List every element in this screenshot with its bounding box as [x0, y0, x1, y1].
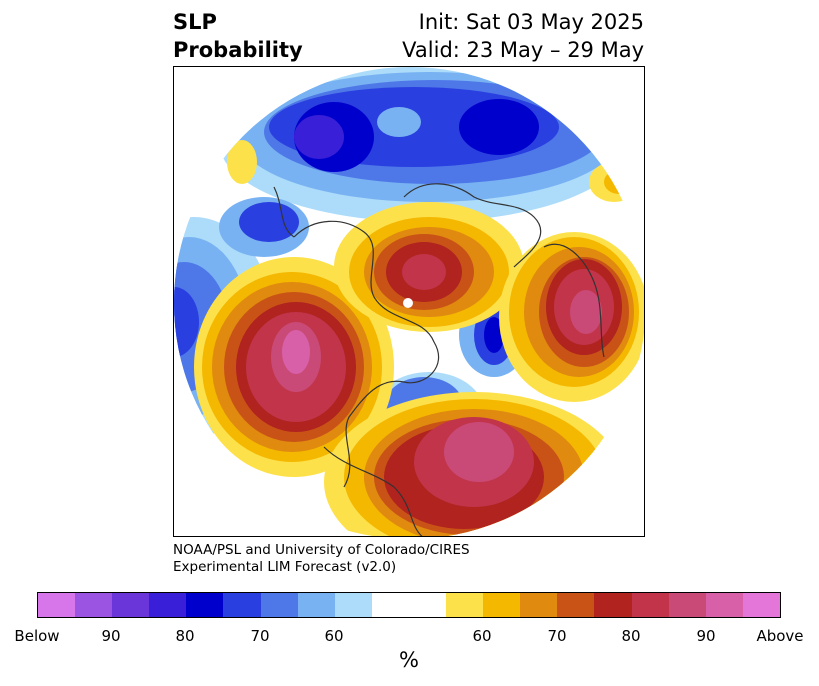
colorbar-segment — [557, 593, 595, 617]
colorbar-tick-label: 70 — [547, 627, 567, 645]
colorbar-segment — [223, 593, 261, 617]
colorbar-segment — [149, 593, 187, 617]
colorbar-unit: % — [399, 648, 419, 672]
colorbar-segment — [408, 593, 447, 617]
colorbar-tick-label: 80 — [175, 627, 195, 645]
colorbar-segment — [631, 593, 669, 617]
map-canvas — [174, 67, 644, 536]
colorbar-segment — [668, 593, 706, 617]
colorbar-tick-label: 60 — [324, 627, 344, 645]
colorbar-tick-label: 90 — [101, 627, 121, 645]
probability-map — [173, 66, 645, 537]
credit-line-2: Experimental LIM Forecast (v2.0) — [173, 559, 397, 575]
colorbar-tick-label: 90 — [696, 627, 716, 645]
colorbar-segment — [112, 593, 150, 617]
pole-marker — [403, 298, 413, 308]
map-title: SLP Probability — [173, 8, 303, 64]
title-line-2: Probability — [173, 38, 303, 62]
colorbar-segment — [38, 593, 76, 617]
colorbar-segment — [705, 593, 743, 617]
colorbar-segment — [446, 593, 484, 617]
colorbar-segment — [742, 593, 780, 617]
credit-line-1: NOAA/PSL and University of Colorado/CIRE… — [173, 542, 470, 558]
colorbar-tick-label: 60 — [472, 627, 492, 645]
colorbar-segment — [334, 593, 372, 617]
colorbar-segment — [594, 593, 632, 617]
colorbar-segment — [371, 593, 409, 617]
forecast-dates: Init: Sat 03 May 2025 Valid: 23 May – 29… — [402, 8, 644, 64]
colorbar-tick-label: Below — [14, 627, 60, 645]
colorbar-segment — [520, 593, 558, 617]
colorbar-tick-label: 70 — [250, 627, 270, 645]
credit: NOAA/PSL and University of Colorado/CIRE… — [173, 542, 470, 576]
colorbar-segment — [75, 593, 113, 617]
colorbar-tick-label: 80 — [621, 627, 641, 645]
title-line-1: SLP — [173, 10, 217, 34]
coastlines — [273, 183, 605, 536]
colorbar-segment — [297, 593, 335, 617]
colorbar-tick-label: Above — [756, 627, 804, 645]
colorbar-segment — [260, 593, 298, 617]
init-date: Init: Sat 03 May 2025 — [418, 10, 644, 34]
colorbar-segment — [483, 593, 521, 617]
above-normal-regions — [194, 140, 644, 536]
colorbar-segment — [186, 593, 224, 617]
colorbar — [37, 592, 781, 618]
valid-range: Valid: 23 May – 29 May — [402, 38, 644, 62]
